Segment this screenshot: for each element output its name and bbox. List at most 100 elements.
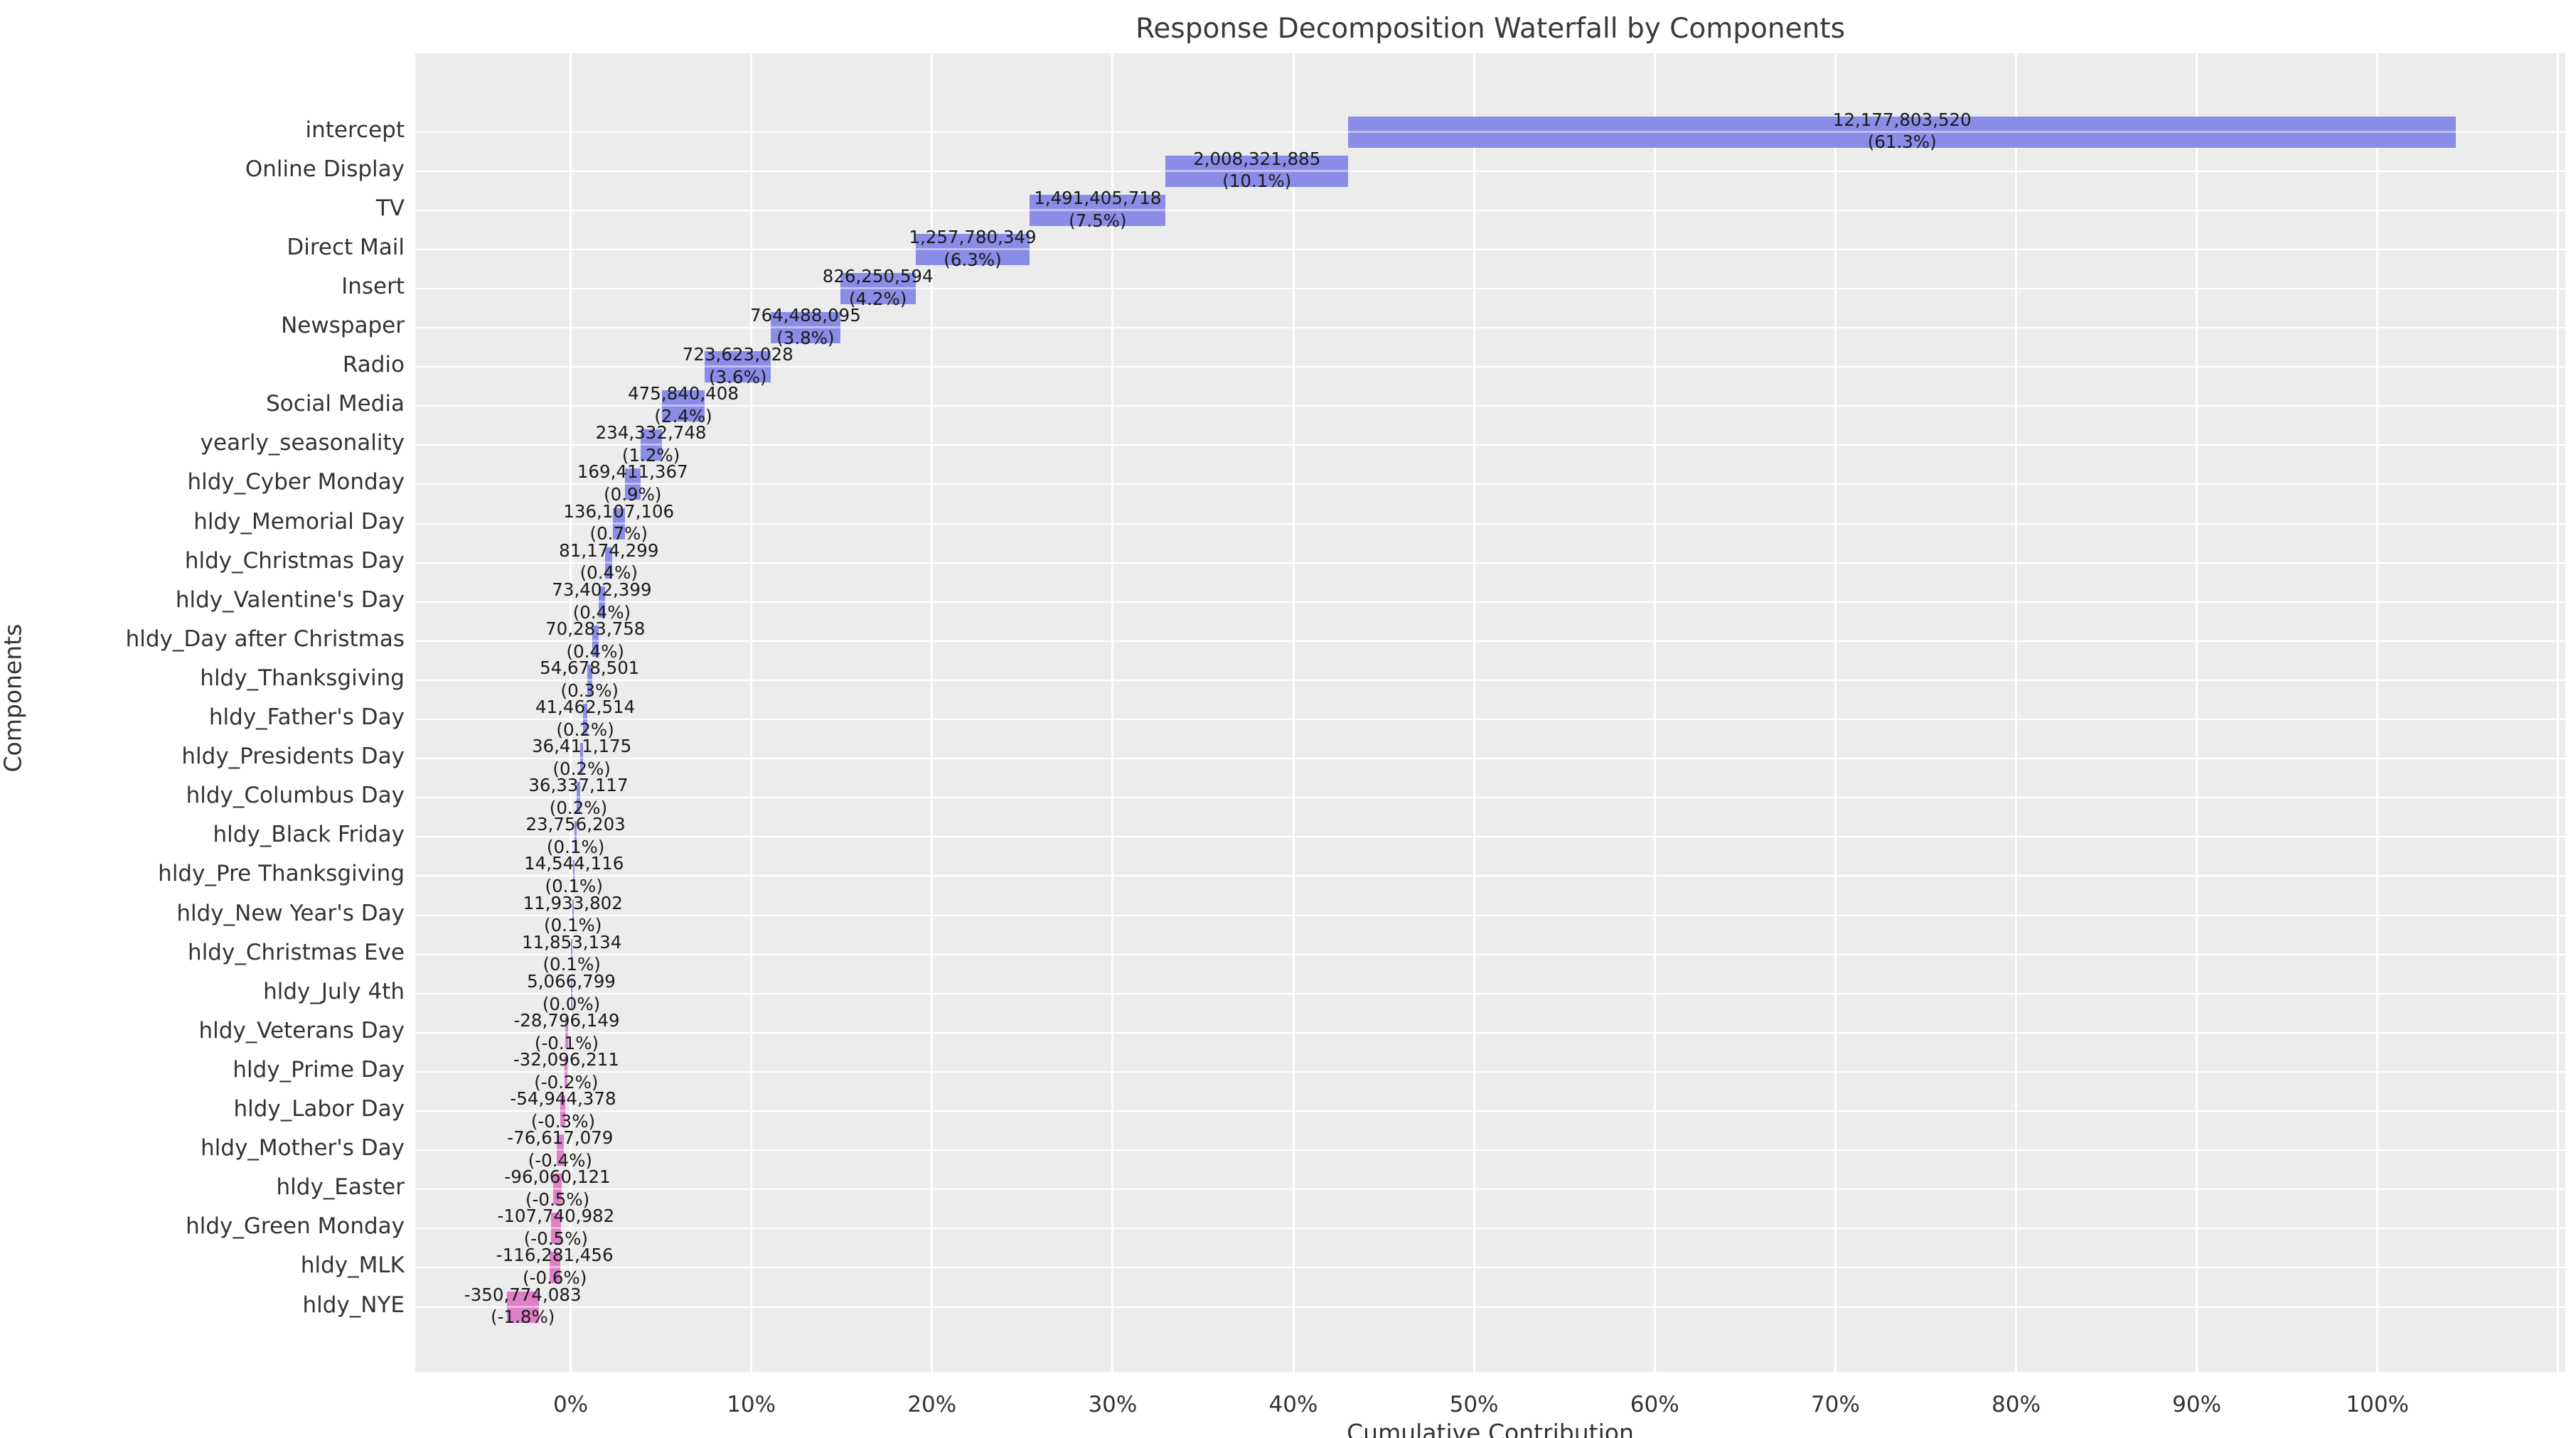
x-tick-40: 40% [1268,1392,1318,1417]
bar-value-label: 2,008,321,885 (10.1%) [1193,148,1320,193]
bar-value-label: 36,411,175 (0.2%) [532,735,631,780]
bar-percent-text: (0.0%) [542,993,601,1014]
bar-value-text: -32,096,211 [513,1048,619,1070]
y-tick-yearly-seasonality: yearly_seasonality [200,430,405,456]
y-gridline [415,719,2565,721]
y-tick-insert: Insert [341,273,405,299]
bar-value-text: -350,774,083 [464,1284,582,1305]
y-gridline [415,1110,2565,1112]
x-gridline-10 [750,53,753,1372]
bar-percent-text: (0.4%) [572,601,631,623]
bar-percent-text: (6.3%) [944,249,1002,270]
bar-value-text: 2,008,321,885 [1193,148,1321,169]
bar-value-text: 36,411,175 [531,736,632,757]
bar-percent-text: (61.3%) [1867,132,1937,153]
waterfall-bar-direct-mail [915,233,1030,265]
bar-value-text: -76,617,079 [507,1127,614,1149]
bar-value-label: 70,283,758 (0.4%) [545,618,645,663]
x-tick-100: 100% [2346,1392,2410,1417]
waterfall-bar-hldy-pre-thanksgiving [573,860,575,892]
y-gridline [415,405,2565,407]
bar-value-text: -96,060,121 [504,1166,611,1188]
y-tick-online-display: Online Display [245,156,405,182]
x-tick-10: 10% [727,1392,776,1417]
bar-value-label: -350,774,083 (-1.8%) [464,1284,582,1329]
y-gridline [415,601,2565,603]
waterfall-bar-hldy-july-4th [570,977,572,1009]
y-gridline [415,1189,2565,1191]
x-gridline-20 [931,53,934,1372]
bar-value-label: -107,740,982 (-0.5%) [498,1205,615,1250]
y-tick-hldy-green-monday: hldy_Green Monday [186,1213,405,1240]
waterfall-bar-newspaper [771,312,840,344]
bar-percent-text: (-0.4%) [528,1149,592,1171]
waterfall-bar-radio [705,351,771,383]
bar-value-label: 826,250,594 (4.2%) [823,265,934,311]
y-gridline [415,444,2565,446]
y-tick-hldy-prime-day: hldy_Prime Day [233,1056,405,1083]
bar-percent-text: (0.3%) [560,680,619,701]
y-gridline [415,287,2565,289]
y-tick-hldy-christmas-eve: hldy_Christmas Eve [188,939,405,965]
bar-value-text: 23,756,203 [525,814,626,835]
waterfall-bar-hldy-prime-day [565,1056,568,1088]
bar-percent-text: (3.6%) [709,366,767,387]
bar-percent-text: (4.2%) [848,288,907,309]
y-axis-label: Components [0,623,27,773]
bar-percent-text: (0.4%) [579,562,638,584]
bar-value-label: 73,402,399 (0.4%) [552,579,651,624]
bar-percent-text: (-0.2%) [534,1071,599,1093]
bar-value-label: -96,060,121 (-0.5%) [505,1166,611,1211]
bar-value-label: 41,462,514 (0.2%) [535,696,635,741]
y-gridline [415,366,2565,368]
x-tick-70: 70% [1810,1392,1860,1417]
y-gridline [415,327,2565,329]
bar-value-label: 12,177,803,520 (61.3%) [1833,109,1972,154]
waterfall-bar-hldy-christmas-day [605,547,613,579]
y-tick-social-media: Social Media [266,391,405,417]
x-tick-0: 0% [552,1392,589,1417]
y-gridline [415,483,2565,485]
bar-percent-text: (10.1%) [1222,171,1292,192]
bar-value-label: 475,840,408 (2.4%) [628,382,739,428]
bar-percent-text: (3.8%) [776,327,835,348]
y-tick-hldy-christmas-day: hldy_Christmas Day [184,547,405,574]
bar-value-text: 70,283,758 [545,618,646,639]
bar-value-label: -116,281,456 (-0.6%) [496,1244,614,1289]
y-gridline [415,1228,2565,1230]
bar-value-text: 12,177,803,520 [1832,109,1972,130]
x-gridline-60 [1653,53,1656,1372]
bar-value-text: 475,840,408 [628,383,739,404]
bar-value-label: 23,756,203 (0.1%) [525,813,625,859]
x-gridline-100 [2376,53,2379,1372]
bar-value-text: 54,678,501 [540,657,640,678]
x-gridline-70 [1834,53,1837,1372]
waterfall-bar-hldy-day-after-christmas [592,625,599,657]
bar-percent-text: (7.5%) [1069,210,1127,231]
x-tick-80: 80% [1992,1392,2041,1417]
y-gridline [415,1031,2565,1034]
y-gridline [415,836,2565,838]
waterfall-bar-intercept [1348,116,2457,148]
bar-percent-text: (-0.6%) [523,1267,587,1289]
bar-percent-text: (1.2%) [621,445,680,466]
y-tick-hldy-day-after-christmas: hldy_Day after Christmas [125,626,405,652]
bar-value-text: 234,332,748 [595,422,707,444]
bar-value-label: 11,853,134 (0.1%) [522,931,621,977]
y-tick-hldy-father-s-day: hldy_Father's Day [208,704,405,731]
x-tick-50: 50% [1449,1392,1499,1417]
y-gridline [415,248,2565,250]
bar-value-text: 11,933,802 [523,892,623,913]
bar-value-label: 764,488,095 (3.8%) [750,304,861,350]
bar-percent-text: (0.1%) [543,954,601,975]
bar-value-text: 764,488,095 [749,305,861,326]
x-tick-30: 30% [1088,1392,1138,1417]
y-gridline [415,1267,2565,1269]
plot-area: 12,177,803,520 (61.3%) 2,008,321,885 (10.1%… [415,53,2565,1372]
bar-percent-text: (0.4%) [566,640,624,662]
waterfall-bar-hldy-black-friday [574,821,577,853]
bar-value-text: 826,250,594 [822,265,934,286]
x-tick-60: 60% [1630,1392,1679,1417]
x-gridline-40 [1292,53,1295,1372]
